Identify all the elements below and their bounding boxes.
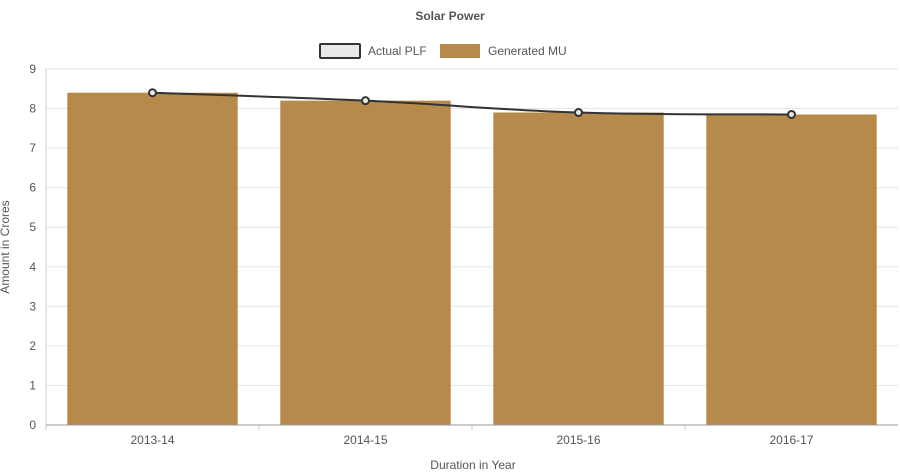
legend-swatch-actual-plf (319, 43, 361, 59)
point-2013-14[interactable] (148, 88, 157, 98)
actual-plf-points (148, 88, 796, 119)
y-tick-label: 3 (29, 299, 36, 313)
bar-2016-17[interactable] (706, 114, 877, 425)
point-2016-17[interactable] (787, 109, 796, 119)
bar-2015-16[interactable] (493, 112, 664, 425)
y-tick-label: 9 (29, 62, 36, 76)
y-tick-label: 7 (29, 141, 36, 155)
y-tick-label: 6 (29, 181, 36, 195)
y-tick-label: 8 (29, 102, 36, 116)
legend-item-actual-plf[interactable]: Actual PLF (319, 43, 427, 59)
y-tick-label: 5 (29, 220, 36, 234)
y-axis-ticks: 0 1 2 3 4 5 6 7 8 9 (29, 62, 36, 432)
y-axis-label: Amount in Crores (0, 200, 12, 293)
x-tick-label: 2016-17 (769, 433, 813, 447)
legend-swatch-generated-mu (440, 44, 480, 58)
x-axis-ticks: 2013-14 2014-15 2015-16 2016-17 (45, 425, 814, 447)
y-tick-label: 2 (29, 339, 36, 353)
x-tick-label: 2015-16 (556, 433, 600, 447)
x-tick-label: 2014-15 (343, 433, 387, 447)
bar-2014-15[interactable] (280, 100, 451, 426)
actual-plf-line (152, 91, 792, 116)
legend-label-generated-mu: Generated MU (488, 44, 567, 58)
y-tick-label: 4 (29, 260, 36, 274)
x-axis-label: Duration in Year (430, 458, 515, 472)
y-tick-label: 0 (29, 418, 36, 432)
point-2015-16[interactable] (574, 108, 583, 118)
legend: Actual PLF Generated MU (319, 43, 567, 59)
bars (67, 92, 877, 426)
x-tick-label: 2013-14 (130, 433, 174, 447)
bar-2013-14[interactable] (67, 92, 238, 425)
legend-item-generated-mu[interactable]: Generated MU (440, 44, 567, 58)
y-tick-label: 1 (29, 378, 36, 392)
legend-label-actual-plf: Actual PLF (368, 44, 427, 58)
chart-title: Solar Power (415, 9, 485, 23)
point-2014-15[interactable] (361, 96, 370, 106)
